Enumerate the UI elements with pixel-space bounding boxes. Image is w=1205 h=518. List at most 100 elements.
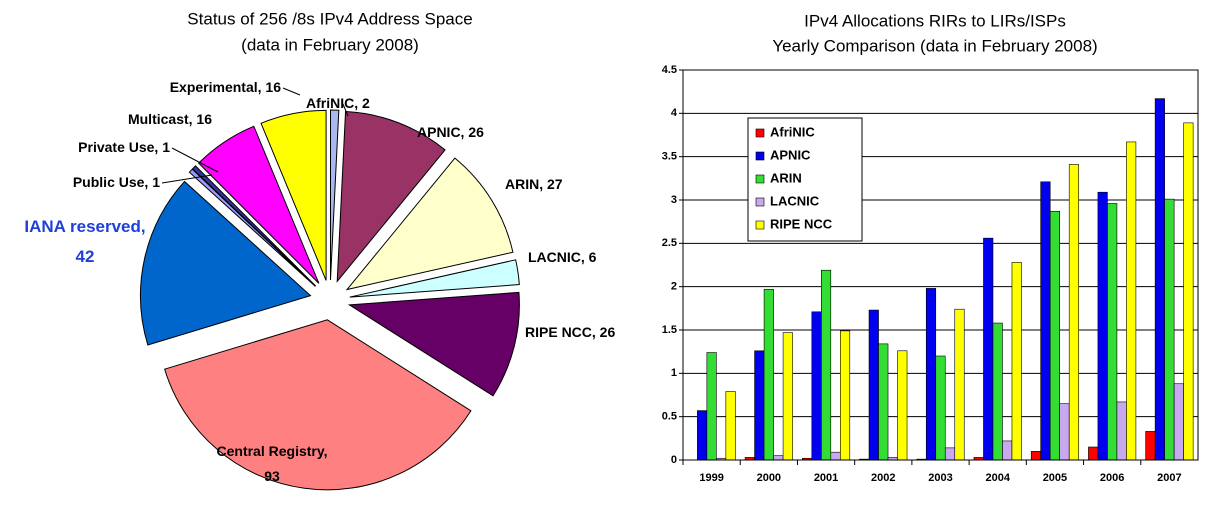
- slice-label: LACNIC, 6: [528, 249, 597, 265]
- pie-slice: [345, 157, 514, 291]
- legend-swatch: [755, 151, 765, 161]
- bar: [1088, 446, 1099, 461]
- bar: [992, 322, 1003, 461]
- slice-label: APNIC, 26: [417, 124, 484, 140]
- pie-slice: [164, 319, 472, 491]
- bar: [1183, 122, 1194, 461]
- plot-frame: [682, 69, 1199, 461]
- legend-label: LACNIC: [770, 193, 820, 208]
- y-tick-label: 1.5: [662, 324, 677, 336]
- pie-title: Status of 256 /8s IPv4 Address Space: [187, 9, 472, 28]
- slice-label: IANA reserved, 42: [24, 217, 145, 266]
- leader-line: [161, 174, 213, 184]
- x-tick-label: 2002: [871, 472, 895, 484]
- legend-swatch: [755, 128, 765, 138]
- legend-label: ARIN: [770, 170, 802, 185]
- bar: [840, 330, 851, 461]
- slice-label-line: APNIC, 26: [417, 124, 484, 140]
- bar: [830, 451, 841, 461]
- bar: [763, 288, 774, 461]
- bar: [811, 311, 822, 461]
- bar-subtitle: Yearly Comparison (data in February 2008…: [772, 36, 1097, 55]
- slice-label-line: IANA reserved,: [24, 217, 145, 236]
- slice-label-line: RIPE NCC, 26: [525, 324, 615, 340]
- legend-swatch: [755, 174, 765, 184]
- y-tick-label: 0.5: [662, 411, 677, 423]
- bar: [1154, 98, 1165, 461]
- y-tick-label: 1: [671, 367, 677, 379]
- bar: [878, 343, 889, 461]
- leader-line: [171, 147, 219, 173]
- bar: [944, 447, 956, 461]
- x-tick-label: 2001: [814, 472, 838, 484]
- pie-slice: [139, 180, 312, 346]
- pie-slice: [347, 291, 520, 397]
- slice-label: Experimental, 16: [170, 79, 281, 95]
- x-tick-label: 2006: [1100, 472, 1124, 484]
- y-tick-label: 2.5: [662, 237, 677, 249]
- legend-swatch: [755, 220, 765, 230]
- legend-label: AfriNIC: [770, 124, 815, 139]
- slice-label: ARIN, 27: [505, 176, 563, 192]
- slice-label: RIPE NCC, 26: [525, 324, 615, 340]
- bar: [1059, 403, 1070, 461]
- bar: [983, 237, 994, 461]
- legend-swatch: [755, 197, 765, 207]
- bar: [1173, 383, 1184, 461]
- legend-box: [747, 117, 863, 242]
- slice-label: Public Use, 1: [73, 174, 160, 190]
- legend-label: APNIC: [770, 147, 811, 162]
- y-tick-label: 3: [671, 194, 677, 206]
- bar: [725, 391, 736, 461]
- bar: [697, 410, 708, 461]
- slice-label-line: 42: [76, 247, 95, 266]
- bar: [1030, 451, 1041, 461]
- slice-label-line: Public Use, 1: [73, 174, 160, 190]
- bar: [1145, 431, 1156, 461]
- pie-slice: [349, 259, 520, 298]
- y-tick-label: 0: [671, 454, 677, 466]
- bar: [868, 309, 879, 461]
- bar: [1097, 191, 1108, 461]
- bar: [1002, 440, 1013, 461]
- slice-label-line: Multicast, 16: [128, 111, 212, 127]
- slice-label: AfriNIC, 2: [306, 95, 370, 111]
- y-tick-label: 4: [671, 107, 678, 119]
- legend-label: RIPE NCC: [770, 216, 833, 231]
- bar: [1126, 141, 1137, 461]
- bar: [1040, 181, 1051, 461]
- bar: [1011, 262, 1022, 461]
- bar: [1164, 198, 1175, 461]
- bar: [1107, 203, 1118, 461]
- pie-slice: [329, 109, 340, 281]
- x-tick-label: 2003: [928, 472, 952, 484]
- bar: [925, 288, 937, 461]
- leader-line: [342, 103, 349, 117]
- pie-slice: [260, 109, 327, 281]
- y-tick-label: 3.5: [662, 151, 677, 163]
- bar: [1068, 164, 1079, 461]
- y-tick-label: 2: [671, 281, 677, 293]
- pie-slice: [336, 111, 446, 283]
- x-tick-label: 1999: [699, 472, 723, 484]
- pie-slice: [191, 165, 317, 287]
- slice-label: Private Use, 1: [78, 139, 170, 155]
- bar-title: IPv4 Allocations RIRs to LIRs/ISPs: [804, 11, 1066, 30]
- x-tick-label: 2004: [985, 472, 1010, 484]
- slice-label-line: LACNIC, 6: [528, 249, 597, 265]
- bar: [935, 355, 946, 461]
- bar: [821, 269, 832, 461]
- bar: [782, 332, 793, 461]
- slice-label: Central Registry, 93: [217, 443, 328, 484]
- slice-label-line: Experimental, 16: [170, 79, 281, 95]
- bar: [897, 350, 908, 461]
- bar: [954, 308, 965, 461]
- bar: [773, 455, 784, 461]
- pie-slice: [197, 125, 320, 284]
- pie-subtitle: (data in February 2008): [241, 35, 419, 54]
- x-tick-label: 2000: [757, 472, 781, 484]
- slice-label: Multicast, 16: [128, 111, 212, 127]
- bar: [706, 352, 717, 461]
- bar: [1049, 210, 1060, 461]
